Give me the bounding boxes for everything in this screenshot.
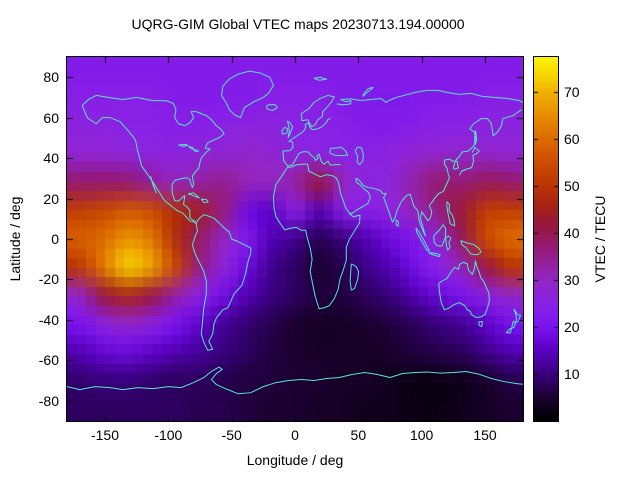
x-tick-label: 150 [473,427,497,443]
y-tick-label: 0 [51,231,59,247]
y-tick-label: -80 [38,392,59,409]
x-tick-label: -50 [221,427,242,443]
y-tick-label: -20 [38,271,59,288]
chart-title: UQRG-GIM Global VTEC maps 20230713.194.0… [131,16,465,32]
x-tick-label: 100 [409,427,434,443]
x-axis-title: Longitude / deg [246,452,344,468]
y-tick-label: 80 [43,69,59,86]
y-tick-label: 20 [43,190,59,207]
colorbar-tick-label: 40 [564,225,580,242]
colorbar-tick-label: 10 [564,366,580,383]
y-axis-title: Latitude / deg [7,196,23,282]
colorbar-tick-label: 70 [564,84,580,101]
x-tick-label: -100 [154,427,183,443]
vtec-heatmap-canvas [67,57,523,421]
y-tick-label: -60 [38,352,59,369]
y-tick-label: 40 [43,150,59,167]
colorbar-tick-label: 50 [564,178,580,195]
colorbar-tick-label: 30 [564,272,580,289]
colorbar-tick-label: 60 [564,131,580,148]
y-tick-label: -40 [38,311,59,328]
colorbar-tick-label: 20 [564,319,580,336]
x-tick-label: 0 [291,427,299,443]
x-tick-label: -150 [90,427,120,443]
colorbar-title: VTEC / TECU [592,195,608,283]
x-tick-label: 50 [350,427,367,443]
y-tick-label: 60 [43,109,59,126]
colorbar-gradient [534,57,558,421]
